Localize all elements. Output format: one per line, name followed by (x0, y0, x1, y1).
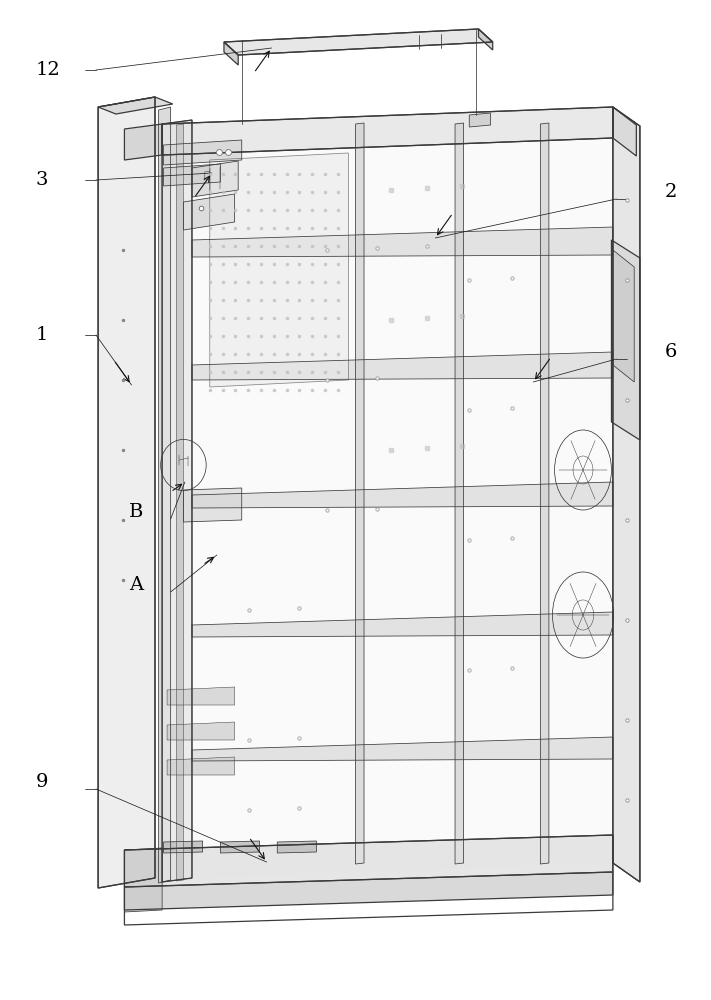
Polygon shape (205, 171, 210, 180)
Polygon shape (164, 841, 203, 853)
Polygon shape (220, 841, 260, 853)
Polygon shape (479, 29, 493, 50)
Polygon shape (192, 352, 613, 380)
Polygon shape (192, 161, 238, 197)
Polygon shape (164, 164, 220, 186)
Text: 6: 6 (665, 343, 677, 361)
Polygon shape (159, 107, 171, 883)
Polygon shape (164, 140, 242, 165)
Polygon shape (162, 107, 613, 155)
Polygon shape (192, 107, 613, 878)
Polygon shape (183, 488, 242, 522)
Polygon shape (613, 107, 636, 156)
Polygon shape (124, 848, 162, 912)
Polygon shape (192, 737, 613, 761)
Polygon shape (124, 872, 613, 910)
Polygon shape (277, 841, 316, 853)
Text: A: A (129, 576, 144, 594)
Polygon shape (356, 123, 364, 864)
Polygon shape (183, 194, 235, 230)
Polygon shape (613, 107, 640, 882)
Polygon shape (176, 124, 183, 881)
Polygon shape (167, 722, 235, 740)
Text: 2: 2 (665, 183, 677, 201)
Polygon shape (540, 123, 549, 864)
Polygon shape (167, 687, 235, 705)
Text: B: B (129, 503, 144, 521)
Polygon shape (162, 120, 192, 882)
Polygon shape (98, 97, 173, 114)
Polygon shape (224, 29, 493, 55)
Polygon shape (192, 227, 613, 257)
Polygon shape (224, 42, 238, 65)
Polygon shape (455, 123, 464, 864)
Polygon shape (611, 240, 640, 440)
Text: 1: 1 (36, 326, 48, 344)
Polygon shape (192, 612, 613, 637)
Polygon shape (210, 153, 348, 387)
Polygon shape (192, 482, 613, 508)
Polygon shape (469, 113, 491, 127)
Polygon shape (613, 250, 634, 382)
Polygon shape (167, 757, 235, 775)
Polygon shape (98, 97, 155, 888)
Text: 12: 12 (36, 61, 60, 79)
Text: 9: 9 (36, 773, 48, 791)
Polygon shape (124, 835, 613, 887)
Text: 3: 3 (36, 171, 48, 189)
Polygon shape (124, 124, 162, 160)
